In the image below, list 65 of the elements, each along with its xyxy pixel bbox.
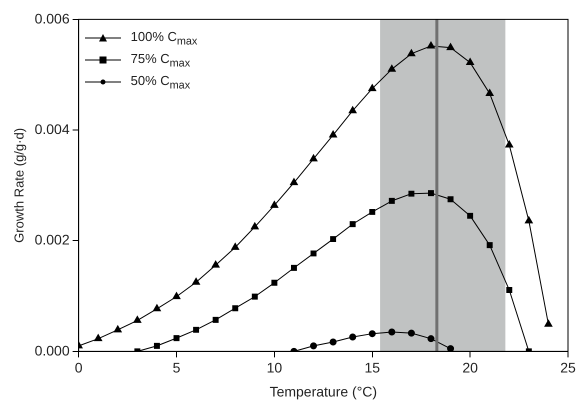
point <box>252 294 258 300</box>
point <box>506 287 512 293</box>
point <box>349 334 356 341</box>
point <box>94 334 102 342</box>
x-tick-label: 0 <box>74 360 83 376</box>
point <box>192 278 200 285</box>
point <box>427 41 435 48</box>
x-tick-label: 10 <box>266 360 282 376</box>
point <box>154 342 160 349</box>
point <box>152 304 161 312</box>
point <box>310 154 318 162</box>
legend-label: 50% C$_{max}$ <box>130 73 190 92</box>
point <box>505 140 514 148</box>
point <box>212 260 220 268</box>
point <box>408 190 414 197</box>
point <box>231 242 240 250</box>
x-tick-label: 25 <box>560 360 576 376</box>
point <box>369 208 376 215</box>
point <box>486 242 493 248</box>
point <box>270 200 278 208</box>
point <box>329 130 338 138</box>
point <box>348 106 357 114</box>
point <box>427 335 434 342</box>
point <box>174 335 180 342</box>
point <box>544 320 552 327</box>
point <box>368 84 376 92</box>
point <box>310 250 317 256</box>
point <box>447 345 454 352</box>
point <box>290 178 298 186</box>
x-tick-label: 20 <box>462 360 478 376</box>
point <box>193 326 200 333</box>
point <box>446 43 455 50</box>
point <box>466 58 474 66</box>
x-axis-title: Temperature (°C) <box>270 383 378 400</box>
point <box>212 316 219 323</box>
point <box>388 64 396 72</box>
point <box>388 198 395 204</box>
point <box>330 236 336 242</box>
point <box>172 292 180 300</box>
point <box>524 216 533 224</box>
point <box>448 196 454 202</box>
point <box>388 328 396 336</box>
x-tick-label: 15 <box>364 360 380 376</box>
point <box>114 325 122 332</box>
x-tick-label: 5 <box>172 360 181 376</box>
point <box>330 338 337 346</box>
legend-label: 75% C$_{max}$ <box>130 51 190 70</box>
point <box>250 222 259 230</box>
y-tick-label: 0.000 <box>34 342 70 358</box>
point <box>368 330 376 338</box>
point <box>467 212 474 219</box>
point <box>486 89 494 96</box>
point <box>408 330 415 337</box>
point <box>350 221 356 228</box>
y-tick-label: 0.006 <box>34 10 70 26</box>
point <box>407 49 416 56</box>
point <box>133 316 142 323</box>
point <box>310 342 318 350</box>
y-tick-label: 0.002 <box>34 232 70 248</box>
point <box>290 264 297 271</box>
point <box>428 190 434 196</box>
point <box>271 280 278 286</box>
y-axis-title: Growth Rate (g/g·d) <box>11 128 26 243</box>
y-tick-label: 0.004 <box>34 120 70 137</box>
legend-label: 100% C$_{max}$ <box>130 29 198 48</box>
